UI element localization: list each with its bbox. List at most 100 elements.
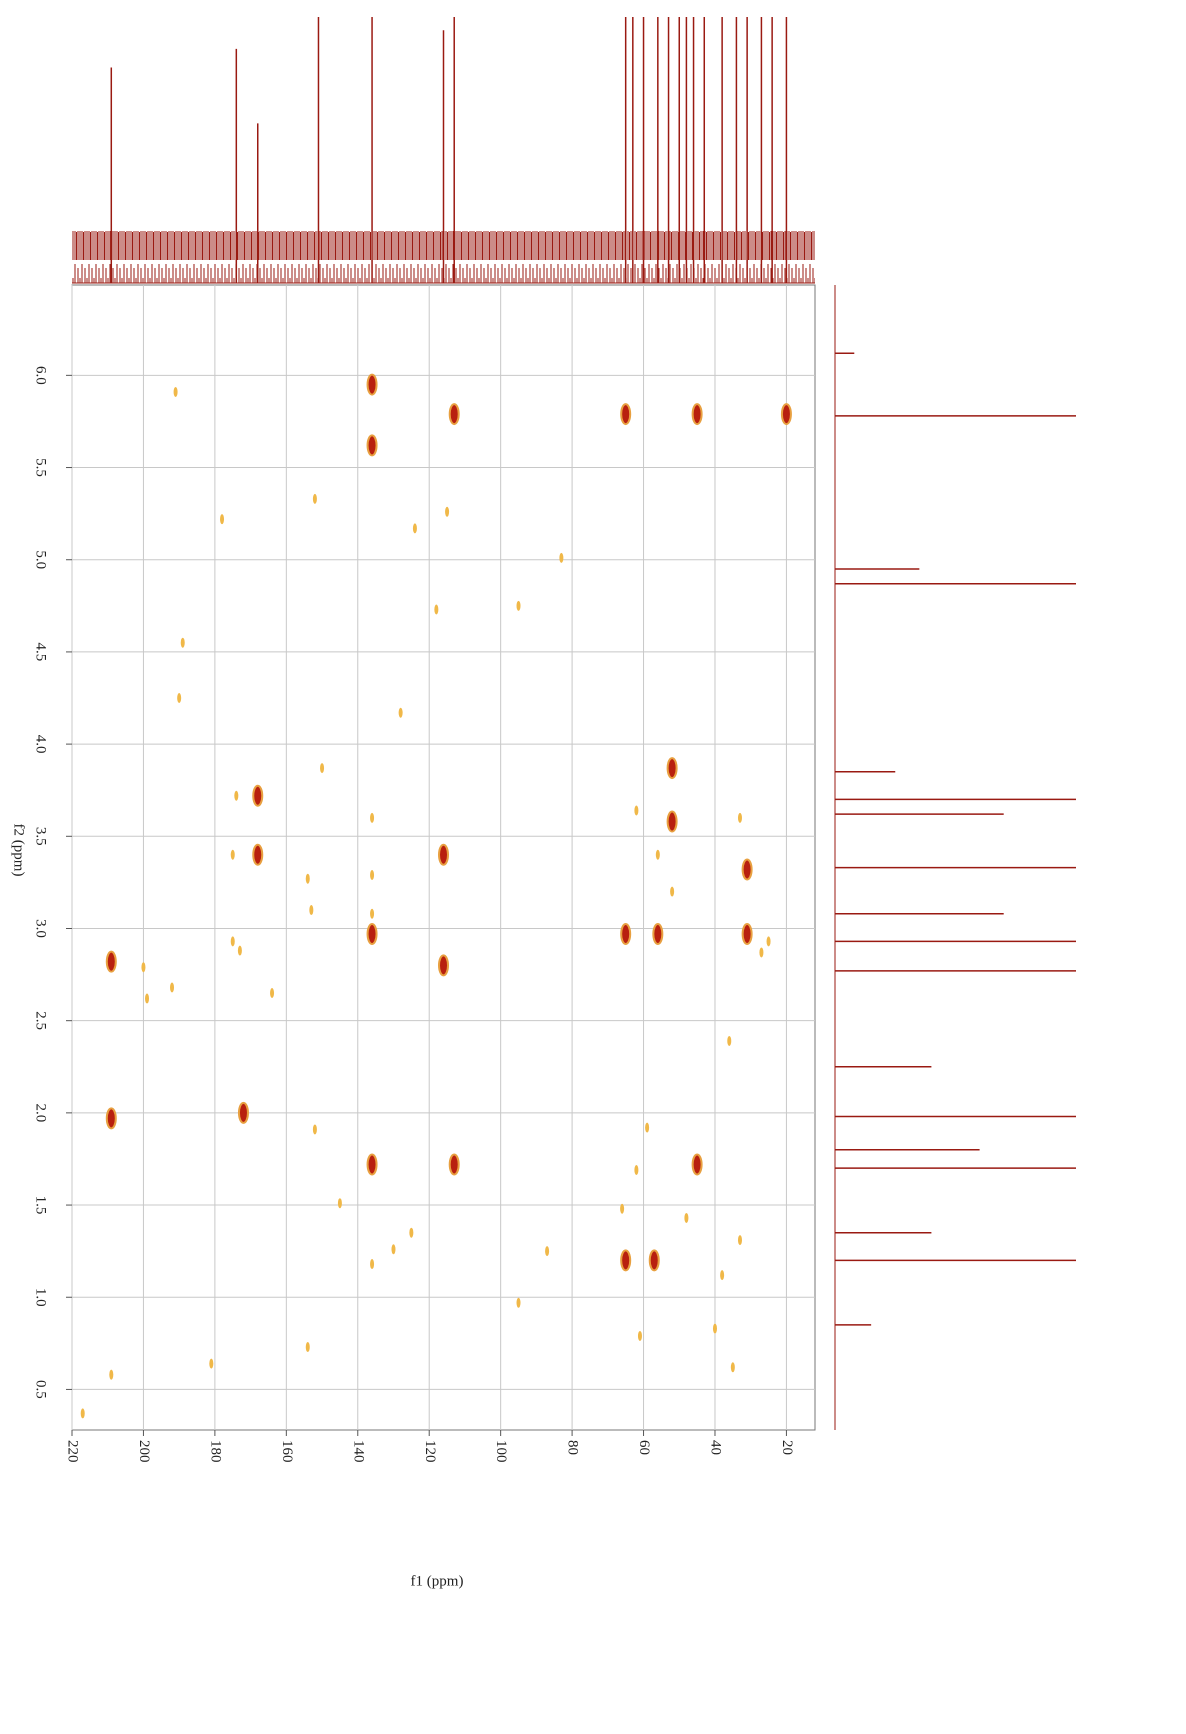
x-tick-label: 120 [422, 1440, 438, 1463]
cross-peak [634, 805, 639, 816]
y-tick-label: 4.0 [33, 735, 49, 754]
cross-peak [438, 954, 449, 977]
cross-peak [780, 403, 792, 426]
cross-peak [305, 873, 310, 884]
cross-peak [312, 493, 317, 504]
cross-peak [448, 403, 460, 426]
cross-peak [234, 790, 239, 801]
cross-peak [409, 1227, 414, 1238]
cross-peak [448, 1153, 460, 1176]
cross-peak [173, 386, 178, 397]
cross-peak [141, 962, 146, 973]
y-tick-label: 5.0 [33, 550, 49, 569]
cross-peak [666, 757, 678, 780]
cross-peak [666, 810, 678, 833]
cross-peak [391, 1244, 396, 1255]
cross-peak [620, 1203, 625, 1214]
y-tick-label: 3.0 [33, 919, 49, 938]
x-tick-label: 100 [493, 1440, 509, 1463]
cross-peak [105, 1107, 117, 1130]
cross-peak [312, 1124, 317, 1135]
cross-peak [109, 1369, 114, 1380]
y-tick-label: 1.5 [33, 1196, 49, 1215]
y-tick-label: 5.5 [33, 458, 49, 477]
cross-peak [438, 843, 449, 866]
cross-peak [620, 403, 632, 426]
cross-peak [645, 1122, 650, 1133]
x-tick-label: 200 [136, 1440, 152, 1463]
cross-peak [545, 1246, 550, 1257]
cross-peak [691, 1153, 703, 1176]
cross-peak [230, 936, 235, 947]
cross-peak [684, 1212, 689, 1223]
cross-peak [305, 1342, 310, 1353]
cross-peak [370, 1259, 375, 1270]
cross-peak [209, 1358, 214, 1369]
cross-peak [366, 434, 378, 457]
y-tick-label: 1.0 [33, 1288, 49, 1307]
cross-peak [712, 1323, 717, 1334]
cross-peak [237, 1101, 249, 1124]
cross-peak [252, 843, 264, 866]
cross-peak [655, 849, 660, 860]
y-tick-label: 2.0 [33, 1103, 49, 1122]
cross-peak [398, 707, 403, 718]
x-tick-label: 180 [207, 1440, 223, 1463]
cross-peak [652, 923, 664, 946]
x-tick-label: 80 [565, 1440, 581, 1455]
cross-peak [670, 886, 675, 897]
cross-peak [620, 1249, 632, 1272]
cross-peak [634, 1165, 639, 1176]
y-tick-label: 2.5 [33, 1011, 49, 1030]
cross-peak [737, 1235, 742, 1246]
cross-peak [145, 993, 150, 1004]
cross-peak [516, 1297, 521, 1308]
y-tick-label: 3.5 [33, 827, 49, 846]
cross-peak [445, 506, 450, 517]
cross-peak [366, 373, 378, 396]
x-tick-label: 40 [708, 1440, 724, 1455]
y-tick-label: 4.5 [33, 643, 49, 662]
cross-peak [766, 936, 771, 947]
cross-peak [741, 923, 753, 946]
cross-peak [309, 905, 314, 916]
cross-peak [620, 923, 632, 946]
cross-peak [737, 812, 742, 823]
cross-peak [80, 1408, 85, 1419]
cross-peak [320, 763, 325, 774]
x-tick-label: 160 [279, 1440, 295, 1463]
cross-peak [370, 870, 375, 881]
y-tick-label: 6.0 [33, 366, 49, 385]
x-axis-label: f1 (ppm) [411, 1573, 464, 1589]
cross-peak [559, 552, 564, 563]
cross-peak [637, 1330, 642, 1341]
cross-peak [648, 1249, 660, 1272]
cross-peak [220, 514, 225, 525]
cross-peak [252, 784, 264, 807]
cross-peak [720, 1270, 725, 1281]
cross-peak [412, 523, 417, 534]
x-tick-label: 140 [350, 1440, 366, 1463]
cross-peak [366, 923, 378, 946]
y-axis-label: f2 (ppm) [11, 824, 27, 877]
x-tick-label: 60 [636, 1440, 652, 1455]
cross-peak [270, 988, 275, 999]
cross-peak [727, 1035, 732, 1046]
cross-peak [366, 1153, 378, 1176]
cross-peak [105, 950, 117, 973]
cross-peak [370, 812, 375, 823]
cross-peak [434, 604, 439, 615]
cross-peak [759, 947, 764, 958]
cross-peak [237, 945, 242, 956]
cross-peak [230, 849, 235, 860]
x-tick-label: 220 [65, 1440, 81, 1463]
cross-peak [370, 908, 375, 919]
cross-peak [691, 403, 703, 426]
cross-peak [177, 693, 182, 704]
x-tick-label: 20 [779, 1440, 795, 1455]
cross-peak [730, 1362, 735, 1373]
cross-peak [170, 982, 175, 993]
cross-peak [337, 1198, 342, 1209]
cross-peak [516, 600, 521, 611]
